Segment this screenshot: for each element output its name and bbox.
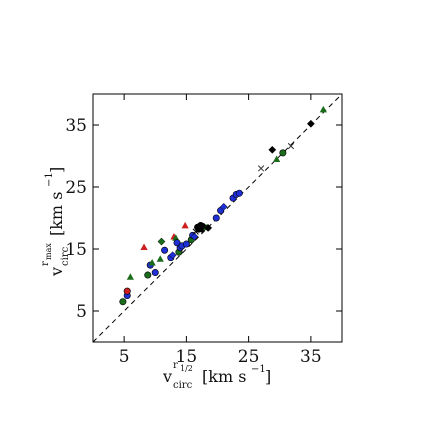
y-axis-label-base: v: [47, 267, 66, 277]
x-axis-label-units: [km s: [202, 367, 246, 386]
data-point-green-circle: [119, 298, 127, 306]
y-tick-label: 15: [65, 240, 87, 260]
data-point-blue-circle: [173, 239, 181, 247]
y-axis-label-units: [km s: [47, 192, 66, 236]
data-point-blue-diamond: [168, 251, 177, 260]
data-point-cross-cross: [287, 142, 295, 150]
axis-ticks: 5 15 25 35 5 15 25 35: [65, 94, 342, 367]
y-axis-label-units-exp: −1: [44, 172, 55, 187]
y-tick-label: 25: [65, 178, 87, 198]
data-point-red-triangle: [140, 243, 148, 251]
data-point-green-circle: [279, 149, 287, 157]
data-point-green-diamond: [157, 237, 166, 246]
x-axis-label-units-exp: −1: [251, 364, 266, 375]
y-axis-label: v circ r max [km s −1 ]: [40, 167, 71, 277]
x-tick-label: 25: [238, 347, 260, 367]
x-axis-label-sub: circ: [173, 380, 193, 391]
data-point-cross-cross: [257, 165, 265, 172]
x-axis-label-base: v: [162, 367, 172, 386]
data-point-red-triangle: [181, 221, 189, 229]
y-axis-label-units-close: ]: [47, 167, 66, 173]
data-point-green-triangle: [126, 273, 134, 280]
x-axis-label: v circ r 1/2 [km s −1 ]: [162, 360, 271, 391]
x-axis-label-supsub: 1/2: [180, 364, 193, 373]
data-point-green-triangle: [156, 255, 164, 262]
data-point-blue-circle: [161, 246, 169, 254]
x-axis-label-sup: r: [173, 360, 178, 371]
data-point-blue-diamond: [219, 202, 228, 211]
data-point-blue-circle: [182, 240, 190, 248]
data-point-red-circle: [123, 287, 131, 295]
data-point-green-triangle: [319, 105, 327, 113]
data-point-green-triangle: [172, 234, 180, 241]
x-tick-label: 5: [119, 347, 130, 367]
data-point-black-diamond: [306, 119, 315, 128]
data-point-blue-circle: [151, 269, 159, 277]
y-axis-label-sub: circ: [60, 246, 71, 266]
data-point-green-triangle: [273, 155, 281, 162]
y-tick-label: 35: [65, 116, 87, 136]
data-point-blue-circle: [212, 214, 220, 222]
plot-frame: [92, 93, 343, 343]
data-point-blue-diamond: [190, 232, 199, 241]
x-axis-label-units-close: ]: [265, 367, 271, 386]
y-axis-label-supsub: max: [44, 243, 53, 260]
y-axis-label-sup: r: [40, 261, 51, 266]
data-point-black-diamond: [204, 223, 213, 232]
data-points: [119, 105, 327, 306]
y-tick-label: 5: [76, 302, 87, 322]
data-point-black-diamond: [268, 145, 277, 154]
data-point-green-triangle: [148, 259, 156, 266]
x-tick-label: 15: [176, 347, 198, 367]
data-point-green-circle: [144, 271, 152, 279]
x-tick-label: 35: [300, 347, 322, 367]
data-point-blue-circle: [235, 189, 243, 197]
